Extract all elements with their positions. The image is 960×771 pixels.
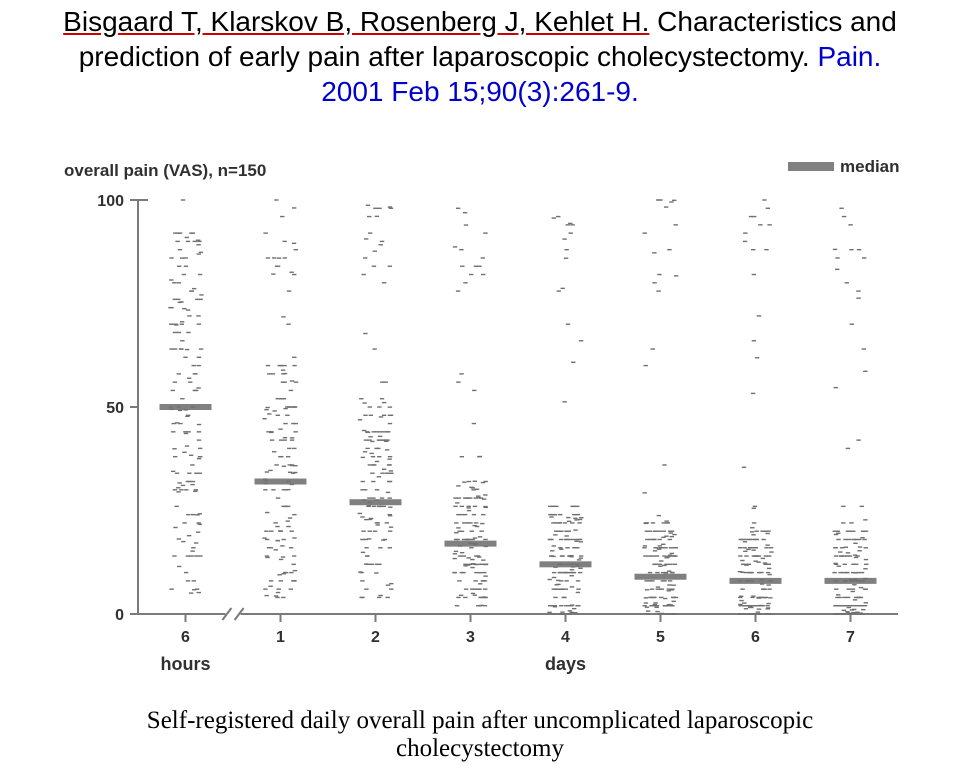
svg-text:100: 100 [97,193,124,210]
citation-block: Bisgaard T, Klarskov B, Rosenberg J, Keh… [60,4,900,109]
svg-text:3: 3 [466,629,475,646]
figure-caption: Self-registered daily overall pain after… [60,707,900,763]
svg-text:days: days [545,654,586,674]
svg-text:0: 0 [115,607,124,624]
pain-chart: overall pain (VAS), n=150 median 0 50 100 6 1 2… [58,156,918,696]
svg-text:hours: hours [160,654,210,674]
svg-text:6: 6 [751,629,760,646]
svg-text:4: 4 [561,629,570,646]
svg-text:6: 6 [181,629,190,646]
svg-text:7: 7 [846,629,855,646]
svg-text:50: 50 [106,400,124,417]
svg-text:2: 2 [371,629,380,646]
chart-svg: overall pain (VAS), n=150 median 0 50 100 6 1 2… [58,156,918,696]
svg-text:1: 1 [276,629,285,646]
svg-text:median: median [840,157,900,176]
svg-text:5: 5 [656,629,665,646]
page: Bisgaard T, Klarskov B, Rosenberg J, Keh… [0,0,960,771]
svg-text:overall pain (VAS), n=150: overall pain (VAS), n=150 [64,161,266,180]
citation-authors: Bisgaard T, Klarskov B, Rosenberg J, Keh… [63,6,649,37]
